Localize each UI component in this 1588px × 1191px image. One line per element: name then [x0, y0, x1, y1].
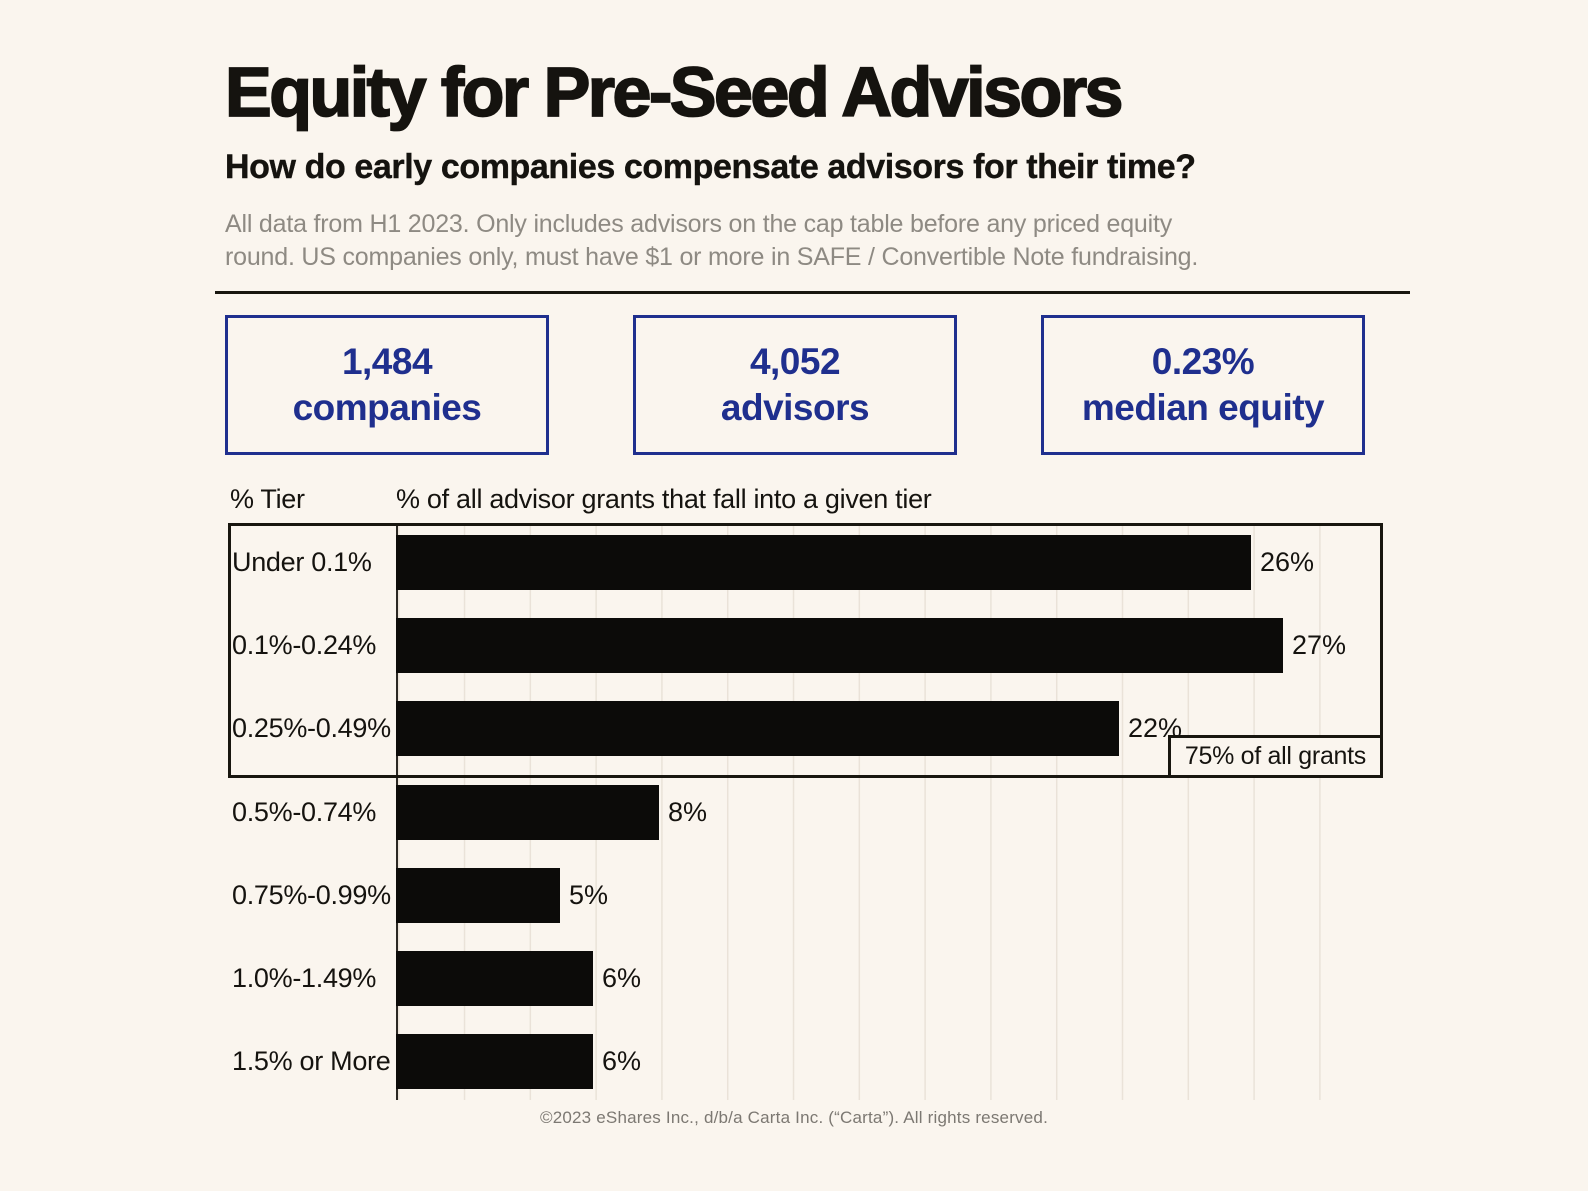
stat-box-companies: 1,484 companies — [225, 315, 549, 455]
copyright-footer: ©2023 eShares Inc., d/b/a Carta Inc. (“C… — [539, 1108, 1048, 1127]
stat-box-advisors: 4,052 advisors — [633, 315, 957, 455]
annotation-box: 75% of all grants — [1167, 735, 1383, 778]
bar-row: 0.75%-0.99% 5% — [228, 868, 1383, 923]
tier-label: 0.1%-0.24% — [232, 630, 377, 660]
stat-label: advisors — [720, 387, 870, 428]
methodology-note-line2: round. US companies only, must have $1 o… — [225, 243, 1199, 271]
value-column-header: % of all advisor grants that fall into a… — [396, 484, 932, 514]
bar-row: 0.5%-0.74% 8% — [228, 785, 1383, 840]
page-title: Equity for Pre-Seed Advisors — [224, 52, 1124, 132]
stat-label: companies — [292, 387, 482, 428]
bar-row: 0.25%-0.49% 22% — [228, 701, 1383, 756]
methodology-note-line1: All data from H1 2023. Only includes adv… — [225, 210, 1173, 238]
tier-label: Under 0.1% — [232, 547, 372, 577]
bar-row: Under 0.1% 26% — [228, 535, 1383, 590]
bar-value-label: 26% — [1260, 547, 1315, 577]
bar — [396, 951, 593, 1006]
bar-value-label: 6% — [602, 963, 642, 993]
stat-value: 0.23% — [1151, 341, 1255, 382]
bar-row: 0.1%-0.24% 27% — [228, 618, 1383, 673]
bar-value-label: 27% — [1292, 630, 1347, 660]
bar-value-label: 5% — [569, 880, 609, 910]
top-tiers-group-box — [228, 523, 1383, 778]
bar-row: 1.0%-1.49% 6% — [228, 951, 1383, 1006]
bar — [396, 701, 1119, 756]
tier-label: 0.75%-0.99% — [232, 880, 391, 910]
bar — [396, 618, 1283, 673]
bar-chart: Under 0.1% 26% 0.1%-0.24% 27% 0.25%-0.49… — [228, 523, 1383, 1100]
bar-row: 1.5% or More 6% — [228, 1034, 1383, 1089]
bar — [396, 868, 560, 923]
stat-boxes: 1,484 companies 4,052 advisors 0.23% med… — [225, 315, 1365, 455]
tier-label: 1.0%-1.49% — [232, 963, 377, 993]
divider-rule — [215, 291, 1410, 294]
bar — [396, 535, 1251, 590]
tier-label: 0.5%-0.74% — [232, 797, 377, 827]
bar — [396, 785, 659, 840]
tier-label: 0.25%-0.49% — [232, 713, 391, 743]
bar — [396, 1034, 593, 1089]
bar-value-label: 6% — [602, 1046, 642, 1076]
stat-box-median-equity: 0.23% median equity — [1041, 315, 1365, 455]
tier-label: 1.5% or More — [232, 1046, 391, 1076]
methodology-note: All data from H1 2023. Only includes adv… — [225, 208, 1198, 274]
chart-column-headers: % Tier % of all advisor grants that fall… — [228, 484, 932, 515]
bar-value-label: 8% — [668, 797, 708, 827]
stat-value: 1,484 — [341, 341, 433, 382]
stat-label: median equity — [1081, 387, 1325, 428]
stat-value: 4,052 — [749, 341, 841, 382]
tier-column-header: % Tier — [230, 484, 305, 514]
page-subtitle: How do early companies compensate adviso… — [225, 148, 1196, 186]
